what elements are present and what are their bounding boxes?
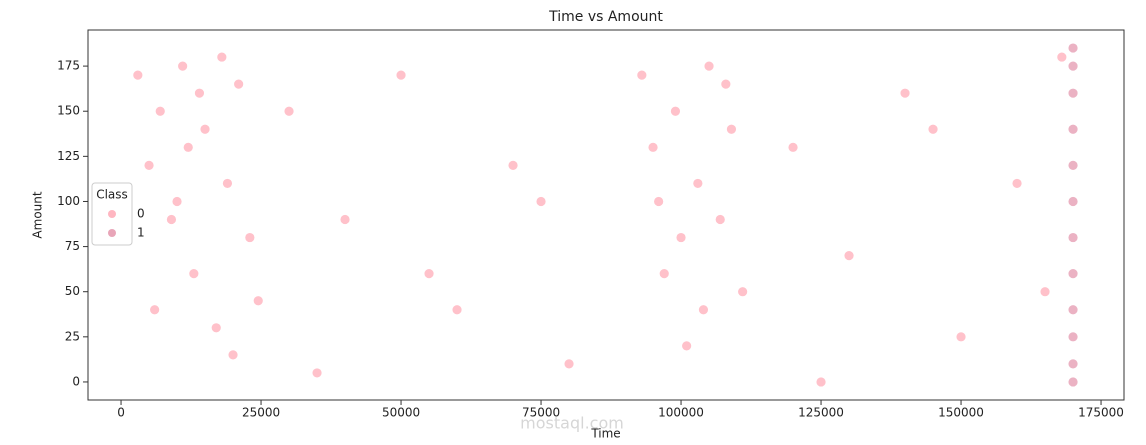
point — [507, 159, 519, 171]
point — [737, 286, 749, 298]
point — [188, 268, 200, 280]
point — [210, 322, 222, 334]
watermark: mostaql.com — [520, 414, 624, 433]
legend: Class 0 1 — [91, 182, 145, 246]
point — [1067, 159, 1079, 171]
x-tick-label: 100000 — [658, 406, 704, 420]
point — [244, 232, 256, 243]
plot-frame — [87, 29, 1125, 401]
point — [1067, 304, 1079, 316]
point — [1067, 42, 1079, 54]
point — [222, 178, 233, 189]
x-tick-label: 75000 — [522, 406, 560, 420]
point — [339, 214, 351, 225]
point — [1067, 232, 1079, 243]
point — [423, 268, 435, 280]
point — [1067, 87, 1079, 99]
y-tick-label: 75 — [65, 239, 80, 253]
x-tick-label: 25000 — [242, 406, 280, 420]
point — [227, 349, 239, 361]
legend-marker — [108, 210, 116, 218]
x-tick-label: 0 — [117, 406, 125, 420]
point — [787, 141, 799, 153]
point — [143, 159, 155, 171]
point — [726, 123, 737, 135]
point — [720, 78, 732, 90]
point — [636, 69, 648, 81]
x-tick-label: 150000 — [938, 406, 984, 420]
point — [1067, 358, 1079, 370]
y-tick-label: 150 — [57, 104, 80, 118]
y-tick-label: 175 — [57, 59, 80, 73]
point — [194, 87, 205, 99]
point — [177, 60, 189, 72]
point — [698, 304, 709, 316]
legend-label: 0 — [137, 207, 145, 221]
x-tick-label: 125000 — [798, 406, 844, 420]
point — [1067, 123, 1079, 135]
point — [1039, 286, 1051, 298]
point — [658, 268, 670, 280]
point — [1067, 268, 1079, 280]
point — [166, 214, 177, 225]
points — [132, 42, 1079, 388]
point — [653, 196, 665, 207]
point — [1056, 51, 1068, 63]
point — [670, 105, 681, 117]
point — [692, 178, 704, 189]
point — [714, 214, 726, 225]
point — [1067, 376, 1079, 388]
point — [216, 51, 228, 63]
point — [199, 123, 211, 135]
point — [182, 141, 194, 153]
point — [311, 367, 323, 379]
point — [563, 358, 575, 370]
point — [535, 196, 547, 207]
point — [451, 304, 463, 316]
point — [149, 304, 161, 316]
y-axis-label: Amount — [31, 191, 45, 238]
chart-title: Time vs Amount — [548, 9, 663, 25]
point — [1067, 196, 1079, 207]
point — [233, 78, 245, 90]
point — [1067, 331, 1079, 343]
point — [154, 105, 166, 117]
legend-marker — [108, 229, 116, 237]
point — [132, 69, 144, 81]
point — [252, 295, 264, 307]
point — [927, 123, 939, 135]
y-tick-label: 125 — [57, 149, 80, 163]
point — [815, 376, 827, 388]
x-axis-label: Time — [590, 427, 620, 441]
point — [171, 196, 183, 207]
point — [703, 60, 715, 72]
x-tick-label: 50000 — [382, 406, 420, 420]
point — [395, 69, 407, 81]
point — [1067, 60, 1079, 72]
point — [675, 232, 687, 243]
point — [955, 331, 967, 343]
legend-label: 1 — [137, 226, 145, 240]
point — [1011, 178, 1023, 189]
point — [843, 250, 855, 262]
point — [283, 105, 295, 117]
y-tick-label: 50 — [65, 284, 80, 298]
point — [899, 87, 911, 99]
y-tick-label: 100 — [57, 194, 80, 208]
legend-title: Class — [96, 188, 128, 202]
point — [647, 141, 659, 153]
y-tick-label: 0 — [72, 374, 80, 388]
y-tick-label: 25 — [65, 329, 80, 343]
point — [681, 340, 693, 352]
x-tick-label: 175000 — [1078, 406, 1124, 420]
